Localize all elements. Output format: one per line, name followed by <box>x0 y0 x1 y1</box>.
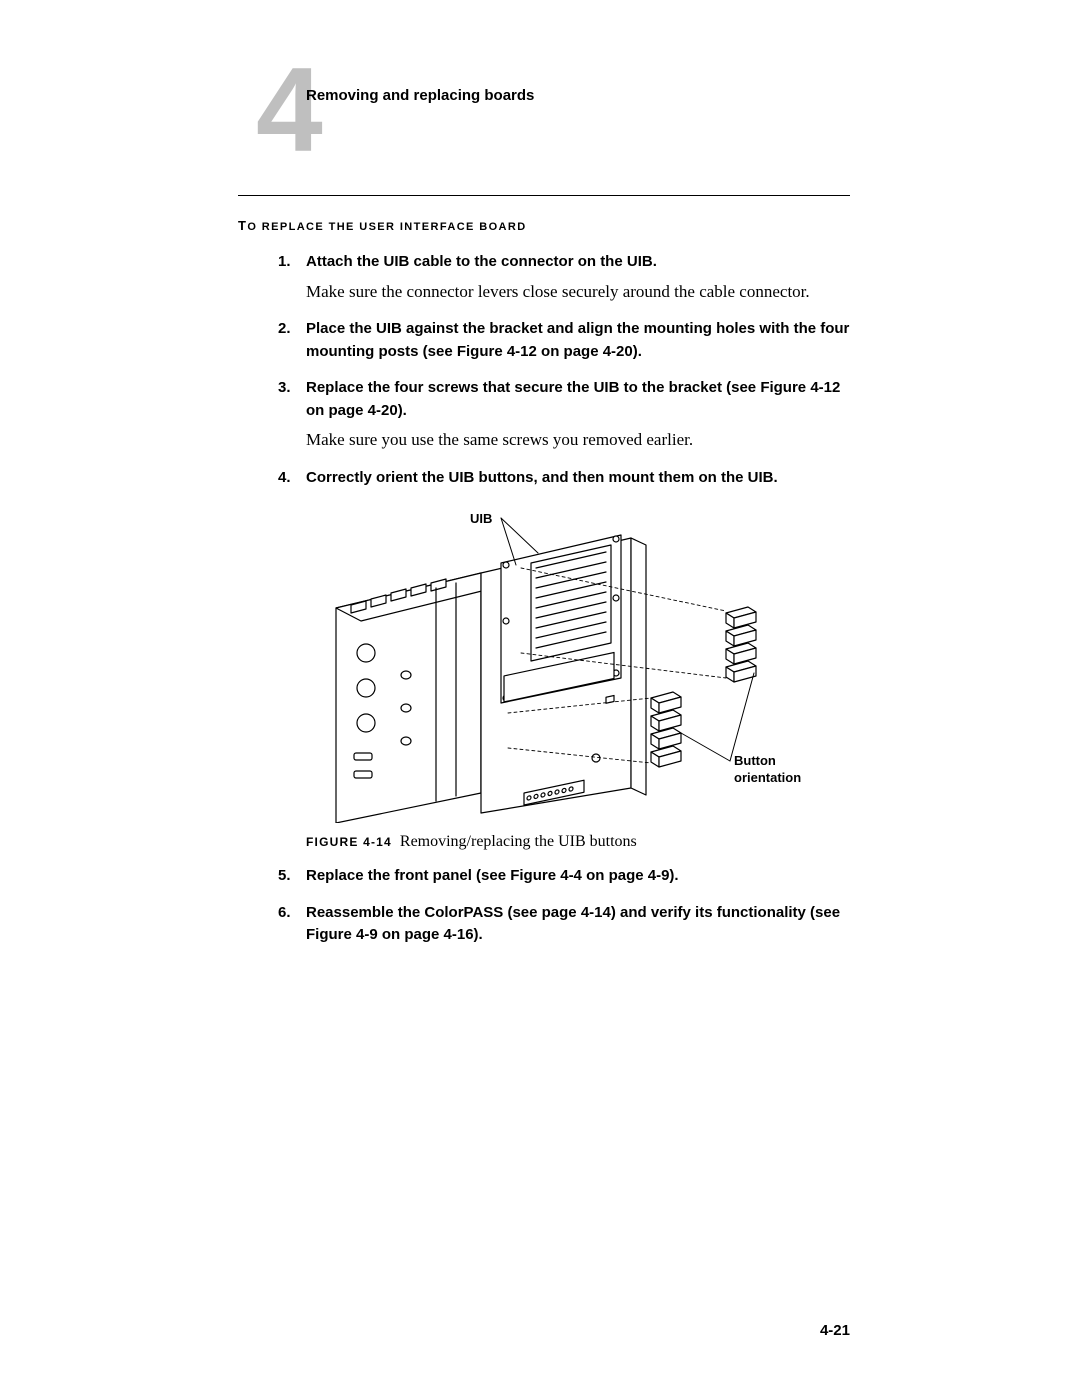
uib-diagram-svg <box>306 503 796 823</box>
section-title: TO REPLACE THE USER INTERFACE BOARD <box>238 218 850 233</box>
chapter-header: 4 Removing and replacing boards <box>256 72 850 182</box>
step-number: 1. <box>278 251 291 273</box>
step-heading: Place the UIB against the bracket and al… <box>306 318 850 363</box>
step-body: Make sure the connector levers close sec… <box>306 280 850 305</box>
step-2: 2. Place the UIB against the bracket and… <box>306 318 850 363</box>
step-5: 5. Replace the front panel (see Figure 4… <box>306 865 850 888</box>
chapter-title: Removing and replacing boards <box>306 87 534 104</box>
section-title-rest: O REPLACE THE USER INTERFACE BOARD <box>247 221 526 233</box>
step-number: 3. <box>278 377 291 399</box>
step-3: 3. Replace the four screws that secure t… <box>306 377 850 453</box>
figure-annotation-button-orientation: Button orientation <box>734 753 801 787</box>
page: 4 Removing and replacing boards TO REPLA… <box>0 0 1080 1397</box>
anno-line1: Button <box>734 753 776 768</box>
step-heading: Attach the UIB cable to the connector on… <box>306 251 850 274</box>
figure-caption-text: Removing/replacing the UIB buttons <box>400 833 637 850</box>
page-number: 4-21 <box>820 1322 850 1339</box>
step-heading: Replace the four screws that secure the … <box>306 377 850 422</box>
figure-label: FIGURE 4-14 <box>306 835 392 849</box>
step-1: 1. Attach the UIB cable to the connector… <box>306 251 850 304</box>
step-heading: Replace the front panel (see Figure 4-4 … <box>306 865 850 888</box>
step-number: 4. <box>278 467 291 489</box>
steps-list-before-figure: 1. Attach the UIB cable to the connector… <box>306 251 850 489</box>
page-content: TO REPLACE THE USER INTERFACE BOARD 1. A… <box>238 218 850 961</box>
figure-annotation-uib: UIB <box>470 511 492 528</box>
figure-caption: FIGURE 4-14 Removing/replacing the UIB b… <box>306 833 850 851</box>
step-heading: Reassemble the ColorPASS (see page 4-14)… <box>306 902 850 947</box>
figure-4-14: UIB Button orientation <box>306 503 796 823</box>
chapter-number-ghost: 4 <box>256 50 317 170</box>
steps-list-after-figure: 5. Replace the front panel (see Figure 4… <box>306 865 850 947</box>
step-body: Make sure you use the same screws you re… <box>306 428 850 453</box>
step-6: 6. Reassemble the ColorPASS (see page 4-… <box>306 902 850 947</box>
step-4: 4. Correctly orient the UIB buttons, and… <box>306 467 850 490</box>
step-number: 5. <box>278 865 291 887</box>
anno-line2: orientation <box>734 770 801 785</box>
section-title-first-cap: T <box>238 218 247 233</box>
header-rule <box>238 195 850 196</box>
step-number: 2. <box>278 318 291 340</box>
step-heading: Correctly orient the UIB buttons, and th… <box>306 467 850 490</box>
step-number: 6. <box>278 902 291 924</box>
